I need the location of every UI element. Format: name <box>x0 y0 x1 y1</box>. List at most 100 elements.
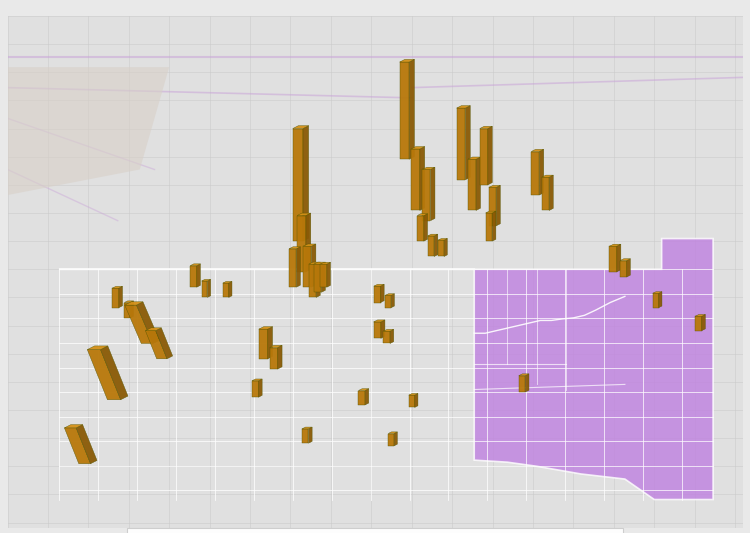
Polygon shape <box>410 59 415 159</box>
Polygon shape <box>259 379 262 397</box>
Polygon shape <box>327 262 331 287</box>
Polygon shape <box>444 238 447 256</box>
Polygon shape <box>320 264 327 287</box>
Polygon shape <box>202 279 211 281</box>
Polygon shape <box>695 317 702 330</box>
Polygon shape <box>146 328 161 330</box>
Polygon shape <box>468 159 476 211</box>
Polygon shape <box>542 177 549 211</box>
Polygon shape <box>610 246 616 272</box>
Polygon shape <box>457 106 470 108</box>
Polygon shape <box>308 427 312 443</box>
Polygon shape <box>489 185 500 188</box>
Polygon shape <box>531 149 544 151</box>
Polygon shape <box>59 239 713 499</box>
Polygon shape <box>422 169 430 221</box>
Polygon shape <box>124 305 153 343</box>
Polygon shape <box>480 128 488 185</box>
Polygon shape <box>223 281 232 283</box>
Polygon shape <box>388 432 398 433</box>
Polygon shape <box>381 320 385 338</box>
Polygon shape <box>695 314 705 317</box>
Polygon shape <box>383 329 394 331</box>
Polygon shape <box>8 67 170 195</box>
Polygon shape <box>190 264 200 265</box>
Polygon shape <box>409 393 418 395</box>
Polygon shape <box>146 330 167 359</box>
Polygon shape <box>620 259 631 261</box>
Polygon shape <box>190 265 196 287</box>
Polygon shape <box>223 283 229 297</box>
Polygon shape <box>297 213 310 215</box>
Polygon shape <box>496 185 500 226</box>
Polygon shape <box>118 286 122 308</box>
Polygon shape <box>289 247 301 249</box>
Polygon shape <box>303 244 316 246</box>
Polygon shape <box>438 238 447 240</box>
Polygon shape <box>383 331 390 343</box>
Polygon shape <box>386 294 394 295</box>
Polygon shape <box>64 425 82 428</box>
Polygon shape <box>422 167 435 169</box>
Polygon shape <box>252 379 262 381</box>
Polygon shape <box>519 376 525 392</box>
Polygon shape <box>259 327 272 329</box>
Polygon shape <box>124 301 134 303</box>
Polygon shape <box>386 295 392 308</box>
Polygon shape <box>358 391 365 405</box>
Polygon shape <box>616 244 621 272</box>
Polygon shape <box>702 314 705 330</box>
Polygon shape <box>112 286 122 288</box>
Polygon shape <box>124 303 130 318</box>
Polygon shape <box>87 346 108 350</box>
Polygon shape <box>100 346 128 400</box>
Polygon shape <box>374 284 384 286</box>
Polygon shape <box>311 244 316 287</box>
Polygon shape <box>321 262 326 292</box>
Polygon shape <box>64 428 91 464</box>
Polygon shape <box>229 281 232 297</box>
Polygon shape <box>269 348 278 369</box>
Polygon shape <box>531 151 539 195</box>
Polygon shape <box>627 259 631 277</box>
Polygon shape <box>392 294 394 308</box>
Polygon shape <box>476 157 481 211</box>
Polygon shape <box>358 389 369 391</box>
Polygon shape <box>549 175 554 211</box>
Polygon shape <box>365 389 369 405</box>
Polygon shape <box>480 126 492 128</box>
Polygon shape <box>196 264 200 287</box>
Polygon shape <box>278 345 282 369</box>
Polygon shape <box>492 211 496 241</box>
Polygon shape <box>519 374 529 376</box>
Polygon shape <box>485 211 496 213</box>
Polygon shape <box>489 188 496 226</box>
Polygon shape <box>466 106 470 180</box>
Polygon shape <box>374 322 381 338</box>
Polygon shape <box>136 302 160 343</box>
Polygon shape <box>390 329 394 343</box>
Polygon shape <box>457 108 466 180</box>
Polygon shape <box>430 167 435 221</box>
Polygon shape <box>309 262 320 264</box>
Polygon shape <box>87 350 121 400</box>
Polygon shape <box>652 292 662 293</box>
Polygon shape <box>400 62 410 159</box>
Polygon shape <box>252 381 259 397</box>
Polygon shape <box>620 261 627 277</box>
Polygon shape <box>658 292 662 308</box>
Polygon shape <box>112 288 118 308</box>
Polygon shape <box>411 147 424 149</box>
Polygon shape <box>303 126 309 241</box>
Polygon shape <box>156 328 172 359</box>
Polygon shape <box>610 244 621 246</box>
Polygon shape <box>208 279 211 297</box>
Polygon shape <box>269 345 282 348</box>
Polygon shape <box>411 149 420 211</box>
Polygon shape <box>438 240 444 256</box>
Polygon shape <box>302 427 312 429</box>
Polygon shape <box>424 214 427 241</box>
Polygon shape <box>427 236 434 256</box>
Polygon shape <box>525 374 529 392</box>
Polygon shape <box>302 429 308 443</box>
